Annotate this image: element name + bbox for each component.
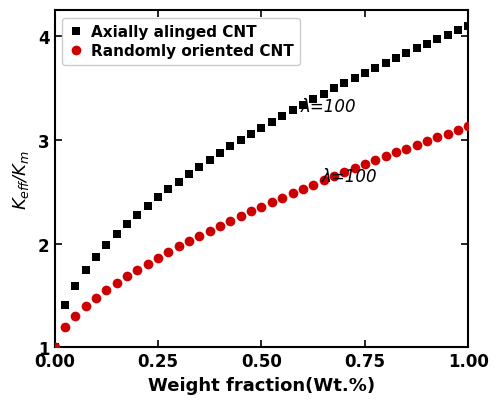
Randomly oriented CNT: [104, 288, 110, 293]
Axially alinged CNT: [362, 71, 368, 76]
Axially alinged CNT: [228, 145, 234, 149]
Randomly oriented CNT: [466, 125, 471, 130]
Axially alinged CNT: [62, 303, 68, 308]
Randomly oriented CNT: [217, 224, 223, 228]
Axially alinged CNT: [52, 345, 58, 350]
Randomly oriented CNT: [207, 228, 213, 233]
Axially alinged CNT: [186, 172, 192, 177]
Axially alinged CNT: [279, 114, 285, 119]
Axially alinged CNT: [404, 51, 409, 56]
Axially alinged CNT: [134, 213, 140, 217]
Axially alinged CNT: [455, 29, 461, 34]
Axially alinged CNT: [166, 188, 172, 192]
Randomly oriented CNT: [352, 166, 358, 171]
Randomly oriented CNT: [331, 175, 337, 179]
Randomly oriented CNT: [186, 239, 192, 244]
Randomly oriented CNT: [342, 170, 347, 175]
Randomly oriented CNT: [176, 244, 182, 249]
Randomly oriented CNT: [445, 132, 451, 137]
Randomly oriented CNT: [269, 200, 275, 205]
Randomly oriented CNT: [124, 274, 130, 279]
Axially alinged CNT: [82, 268, 88, 273]
Randomly oriented CNT: [279, 196, 285, 200]
Axially alinged CNT: [93, 255, 99, 260]
Randomly oriented CNT: [300, 187, 306, 192]
X-axis label: Weight fraction(Wt.%): Weight fraction(Wt.%): [148, 376, 375, 394]
Randomly oriented CNT: [248, 209, 254, 214]
Axially alinged CNT: [72, 284, 78, 288]
Randomly oriented CNT: [393, 151, 399, 156]
Axially alinged CNT: [155, 196, 161, 200]
Axially alinged CNT: [207, 158, 213, 163]
Text: λ=100: λ=100: [322, 168, 377, 186]
Randomly oriented CNT: [155, 256, 161, 260]
Randomly oriented CNT: [144, 262, 150, 266]
Axially alinged CNT: [414, 47, 420, 52]
Axially alinged CNT: [124, 222, 130, 227]
Axially alinged CNT: [352, 76, 358, 81]
Line: Axially alinged CNT: Axially alinged CNT: [50, 22, 472, 352]
Axially alinged CNT: [104, 243, 110, 248]
Axially alinged CNT: [372, 66, 378, 71]
Axially alinged CNT: [269, 120, 275, 125]
Randomly oriented CNT: [290, 191, 296, 196]
Axially alinged CNT: [434, 38, 440, 43]
Randomly oriented CNT: [414, 143, 420, 148]
Y-axis label: $K_{eff}$/$K_m$: $K_{eff}$/$K_m$: [11, 149, 31, 209]
Axially alinged CNT: [238, 138, 244, 143]
Randomly oriented CNT: [114, 281, 119, 286]
Axially alinged CNT: [196, 165, 202, 170]
Axially alinged CNT: [342, 81, 347, 86]
Axially alinged CNT: [445, 33, 451, 38]
Line: Randomly oriented CNT: Randomly oriented CNT: [50, 122, 474, 352]
Axially alinged CNT: [393, 56, 399, 61]
Axially alinged CNT: [424, 42, 430, 47]
Randomly oriented CNT: [166, 250, 172, 255]
Randomly oriented CNT: [372, 158, 378, 163]
Randomly oriented CNT: [228, 219, 234, 224]
Randomly oriented CNT: [82, 304, 88, 309]
Randomly oriented CNT: [362, 162, 368, 167]
Randomly oriented CNT: [93, 296, 99, 301]
Axially alinged CNT: [290, 109, 296, 113]
Randomly oriented CNT: [238, 214, 244, 219]
Randomly oriented CNT: [196, 234, 202, 239]
Axially alinged CNT: [144, 204, 150, 209]
Randomly oriented CNT: [72, 314, 78, 319]
Randomly oriented CNT: [258, 205, 264, 209]
Randomly oriented CNT: [320, 179, 326, 183]
Axially alinged CNT: [300, 103, 306, 108]
Axially alinged CNT: [320, 92, 326, 97]
Randomly oriented CNT: [310, 183, 316, 188]
Text: λ=100: λ=100: [301, 98, 356, 115]
Axially alinged CNT: [331, 87, 337, 92]
Axially alinged CNT: [176, 180, 182, 185]
Randomly oriented CNT: [424, 139, 430, 144]
Randomly oriented CNT: [382, 154, 388, 159]
Randomly oriented CNT: [52, 345, 58, 350]
Legend: Axially alinged CNT, Randomly oriented CNT: Axially alinged CNT, Randomly oriented C…: [62, 19, 300, 65]
Axially alinged CNT: [217, 151, 223, 156]
Axially alinged CNT: [466, 24, 471, 29]
Randomly oriented CNT: [434, 136, 440, 141]
Randomly oriented CNT: [455, 128, 461, 133]
Randomly oriented CNT: [134, 268, 140, 273]
Axially alinged CNT: [248, 132, 254, 137]
Axially alinged CNT: [114, 232, 119, 237]
Axially alinged CNT: [258, 126, 264, 131]
Axially alinged CNT: [310, 97, 316, 102]
Randomly oriented CNT: [404, 147, 409, 151]
Axially alinged CNT: [382, 61, 388, 66]
Randomly oriented CNT: [62, 325, 68, 330]
